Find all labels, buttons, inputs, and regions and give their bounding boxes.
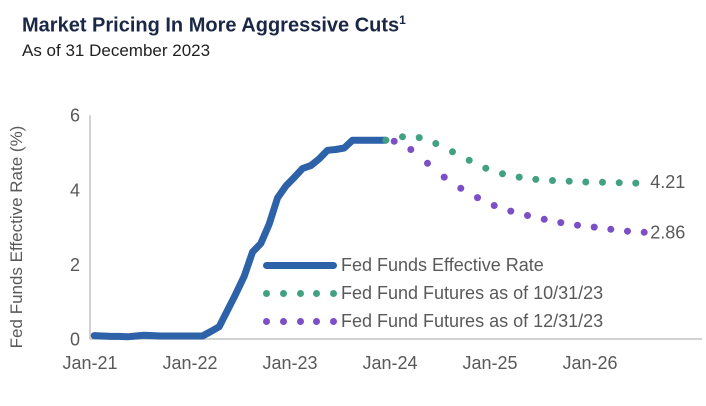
legend-dot [279, 289, 287, 297]
series-line-fed-funds-effective-rate [90, 136, 390, 341]
series-dot-fed-fund-futures-as-of-12-31-23 [474, 194, 481, 202]
series-dot-fed-fund-futures-as-of-12-31-23 [607, 225, 615, 233]
series-dot-fed-fund-futures-as-of-12-31-23 [624, 227, 631, 235]
y-tick-label: 2 [70, 255, 80, 275]
chart-legend: Fed Funds Effective Rate Fed Fund Futures… [263, 251, 603, 335]
legend-dot [330, 317, 337, 325]
series-dot-fed-fund-futures-as-of-12-31-23 [640, 228, 648, 236]
y-tick-label: 0 [70, 330, 80, 350]
legend-item-fed-fund-futures-as-of-12-31-23: Fed Fund Futures as of 12/31/23 [263, 307, 603, 335]
fed-funds-rate-chart: 0 2 4 6 Jan-21 Jan-22 Jan-23 Jan-24 Jan-25 Jan-26… [7, 106, 702, 373]
series-dot-fed-fund-futures-as-of-12-31-23 [407, 146, 415, 153]
series-dot-fed-fund-futures-as-of-10-31-23 [549, 177, 556, 184]
series-dot-fed-fund-futures-as-of-12-31-23 [574, 221, 581, 229]
legend-dot [296, 317, 304, 325]
series-dot-fed-fund-futures-as-of-12-31-23 [390, 137, 398, 145]
series-dot-fed-fund-futures-as-of-10-31-23 [432, 140, 440, 147]
series-dot-fed-fund-futures-as-of-12-31-23 [524, 212, 531, 219]
series-end-value-label-fed-fund-futures-as-of-12-31-23: 2.86 [650, 222, 685, 242]
series-dot-fed-fund-futures-as-of-12-31-23 [440, 173, 448, 181]
legend-solid-line-swatch [263, 261, 337, 269]
series-dot-fed-fund-futures-as-of-12-31-23 [590, 223, 598, 231]
series-dot-fed-fund-futures-as-of-10-31-23 [599, 178, 606, 186]
x-tick-label: Jan-21 [62, 353, 117, 373]
series-dot-fed-fund-futures-as-of-12-31-23 [490, 202, 498, 209]
series-dot-fed-fund-futures-as-of-10-31-23 [449, 148, 456, 156]
series-dot-fed-fund-futures-as-of-12-31-23 [507, 207, 515, 215]
footnote-marker: 1 [399, 13, 406, 27]
legend-item-fed-fund-futures-as-of-10-31-23: Fed Fund Futures as of 10/31/23 [263, 279, 603, 307]
series-dot-fed-fund-futures-as-of-10-31-23 [399, 133, 406, 141]
series-dot-fed-fund-futures-as-of-10-31-23 [382, 136, 390, 144]
legend-item-fed-funds-effective-rate: Fed Funds Effective Rate [263, 251, 603, 279]
series-end-value-label-fed-fund-futures-as-of-10-31-23: 4.21 [650, 172, 685, 192]
legend-label: Fed Fund Futures as of 12/31/23 [341, 310, 604, 331]
x-tick-label: Jan-24 [362, 353, 417, 373]
series-dot-fed-fund-futures-as-of-12-31-23 [424, 159, 431, 167]
x-tick-label: Jan-22 [162, 353, 217, 373]
x-tick-label: Jan-26 [562, 353, 617, 373]
series-dot-fed-fund-futures-as-of-12-31-23 [457, 184, 465, 192]
x-tick-label: Jan-25 [462, 353, 517, 373]
legend-dot [330, 289, 337, 297]
series-dot-fed-fund-futures-as-of-10-31-23 [499, 170, 506, 178]
y-tick-label: 6 [70, 106, 80, 126]
series-dot-fed-fund-futures-as-of-10-31-23 [615, 179, 623, 187]
chart-header: Market Pricing In More Aggressive Cuts1 … [22, 8, 406, 61]
series-dot-fed-fund-futures-as-of-10-31-23 [565, 177, 573, 185]
y-tick-label: 4 [70, 180, 80, 200]
legend-label: Fed Funds Effective Rate [341, 254, 544, 275]
page-title-text: Market Pricing In More Aggressive Cuts [22, 14, 400, 37]
legend-dot [313, 317, 321, 325]
series-dot-fed-fund-futures-as-of-12-31-23 [557, 219, 565, 227]
y-axis-title: Fed Funds Effective Rate (%) [7, 126, 26, 349]
legend-dot [279, 317, 287, 325]
series-dot-fed-fund-futures-as-of-10-31-23 [415, 134, 423, 142]
legend-dot [296, 289, 304, 297]
series-dot-fed-fund-futures-as-of-12-31-23 [540, 215, 548, 223]
legend-dot [263, 289, 270, 297]
series-dot-fed-fund-futures-as-of-10-31-23 [465, 156, 473, 164]
series-dot-fed-fund-futures-as-of-10-31-23 [532, 175, 540, 183]
legend-label: Fed Fund Futures as of 10/31/23 [341, 282, 604, 303]
legend-dotted-line-swatch [263, 317, 337, 325]
x-tick-label: Jan-23 [262, 353, 317, 373]
as-of-date-subtitle: As of 31 December 2023 [22, 40, 211, 60]
page-title: Market Pricing In More Aggressive Cuts1 [22, 8, 406, 38]
legend-dot [263, 317, 270, 325]
legend-dotted-line-swatch [263, 289, 337, 297]
series-dot-fed-fund-futures-as-of-10-31-23 [515, 173, 523, 181]
legend-dot [313, 289, 321, 297]
series-dot-fed-fund-futures-as-of-10-31-23 [582, 178, 590, 186]
series-dot-fed-fund-futures-as-of-10-31-23 [482, 164, 490, 172]
series-dot-fed-fund-futures-as-of-10-31-23 [632, 179, 640, 187]
